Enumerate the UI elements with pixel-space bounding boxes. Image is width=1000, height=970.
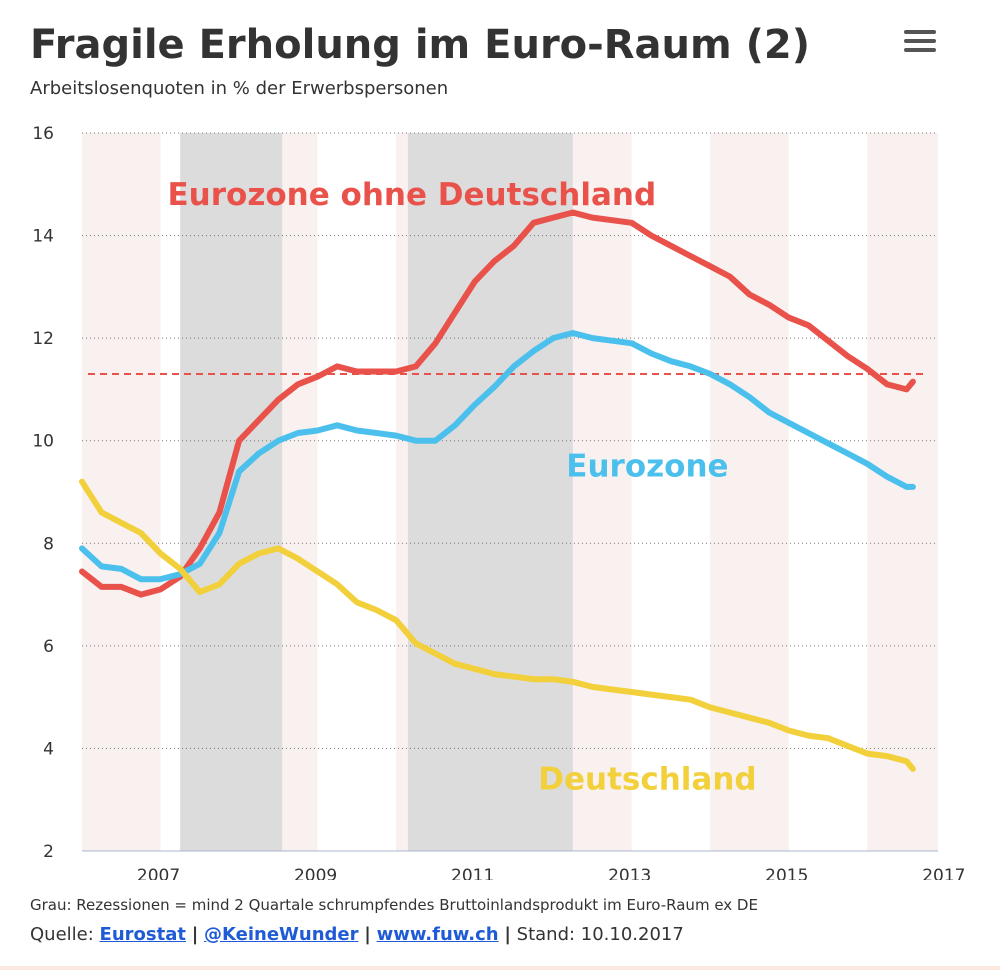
stand-date: Stand: 10.10.2017 — [516, 924, 684, 945]
x-tick-label: 2007 — [137, 866, 180, 880]
menu-icon-bar — [904, 39, 936, 43]
y-tick-label: 12 — [32, 329, 54, 349]
series-label-1: Eurozone — [566, 449, 728, 485]
recession-band — [407, 133, 573, 851]
recession-bands — [180, 133, 573, 851]
y-tick-label: 2 — [43, 842, 54, 862]
y-tick-label: 16 — [32, 124, 54, 144]
x-tick-label: 2017 — [922, 866, 965, 880]
series-lines — [79, 209, 916, 772]
x-tick-label: 2011 — [451, 866, 494, 880]
series-labels: Eurozone ohne Deutschland Eurozone Deutsch… — [167, 177, 756, 798]
source-label: Quelle: — [30, 924, 94, 945]
year-stripe — [317, 133, 397, 851]
series-label-2: Deutschland — [538, 761, 756, 797]
year-stripe — [631, 133, 711, 851]
series-line-0 — [79, 209, 916, 598]
year-stripe — [788, 133, 868, 851]
grid-lines — [82, 132, 938, 749]
series-label-0: Eurozone ohne Deutschland — [167, 177, 656, 213]
hamburger-menu-icon[interactable] — [904, 30, 936, 56]
series-line-1 — [79, 330, 916, 583]
bottom-bar — [0, 966, 1000, 970]
chart-subtitle: Arbeitslosenquoten in % der Erwerbsperso… — [30, 78, 449, 99]
y-tick-label: 8 — [43, 534, 54, 554]
year-stripe — [82, 133, 161, 851]
y-tick-label: 10 — [32, 432, 54, 452]
x-tick-label: 2009 — [294, 866, 337, 880]
y-tick-label: 4 — [43, 739, 54, 759]
source-link-keinewunder[interactable]: @KeineWunder — [204, 924, 359, 945]
menu-icon-bar — [904, 30, 936, 34]
menu-icon-bar — [904, 48, 936, 52]
line-chart: 2 4 6 8 10 12 14 16 2007 2009 2011 2013 2015 2017 Eu… — [32, 124, 966, 880]
source-link-fuw[interactable]: www.fuw.ch — [376, 924, 499, 945]
source-line: Quelle: Eurostat | @KeineWunder | www.fu… — [30, 924, 684, 945]
source-link-eurostat[interactable]: Eurostat — [99, 924, 186, 945]
chart-title: Fragile Erholung im Euro-Raum (2) — [30, 22, 811, 68]
series-line-2 — [79, 478, 916, 772]
x-axis-ticks: 2007 2009 2011 2013 2015 2017 — [137, 866, 966, 880]
y-axis-ticks: 2 4 6 8 10 12 14 16 — [32, 124, 54, 862]
y-tick-label: 6 — [43, 637, 54, 657]
year-stripe — [867, 133, 938, 851]
separator: | — [504, 924, 511, 945]
year-stripe — [710, 133, 789, 851]
x-tick-label: 2013 — [608, 866, 651, 880]
y-tick-label: 14 — [32, 227, 54, 247]
separator: | — [191, 924, 199, 945]
x-tick-label: 2015 — [765, 866, 808, 880]
recession-note: Grau: Rezessionen = mind 2 Quartale schr… — [30, 896, 758, 914]
separator: | — [364, 924, 371, 945]
